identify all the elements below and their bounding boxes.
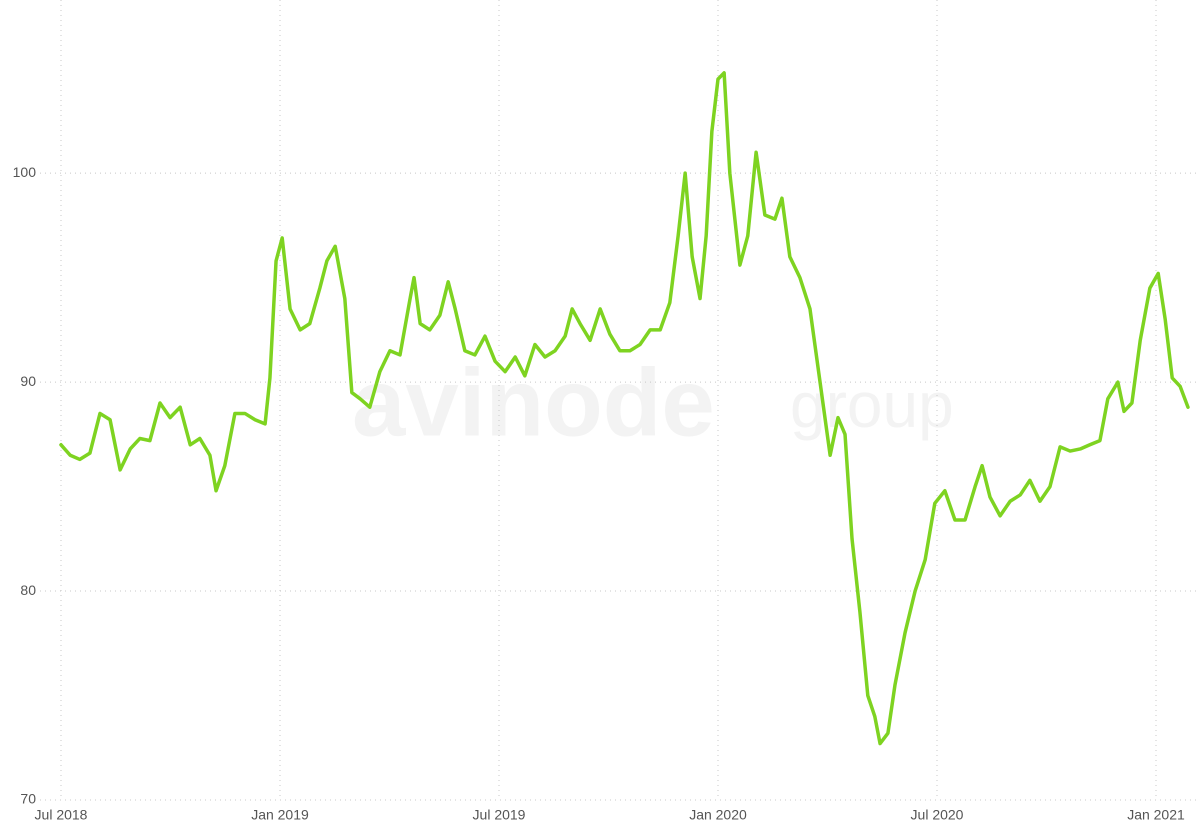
watermark-suffix: group xyxy=(790,369,954,441)
x-tick-label: Jul 2018 xyxy=(35,807,88,823)
y-tick-label: 100 xyxy=(13,164,37,180)
y-tick-label: 70 xyxy=(20,791,36,807)
x-tick-label: Jul 2019 xyxy=(473,807,526,823)
x-tick-label: Jan 2020 xyxy=(689,807,747,823)
x-tick-label: Jan 2021 xyxy=(1127,807,1185,823)
data-line xyxy=(59,71,1190,746)
x-tick-label: Jan 2019 xyxy=(251,807,309,823)
y-tick-label: 90 xyxy=(20,373,36,389)
watermark: avinode group xyxy=(352,349,954,456)
watermark-brand: avinode xyxy=(352,349,715,456)
y-tick-label: 80 xyxy=(20,582,36,598)
x-tick-label: Jul 2020 xyxy=(911,807,964,823)
